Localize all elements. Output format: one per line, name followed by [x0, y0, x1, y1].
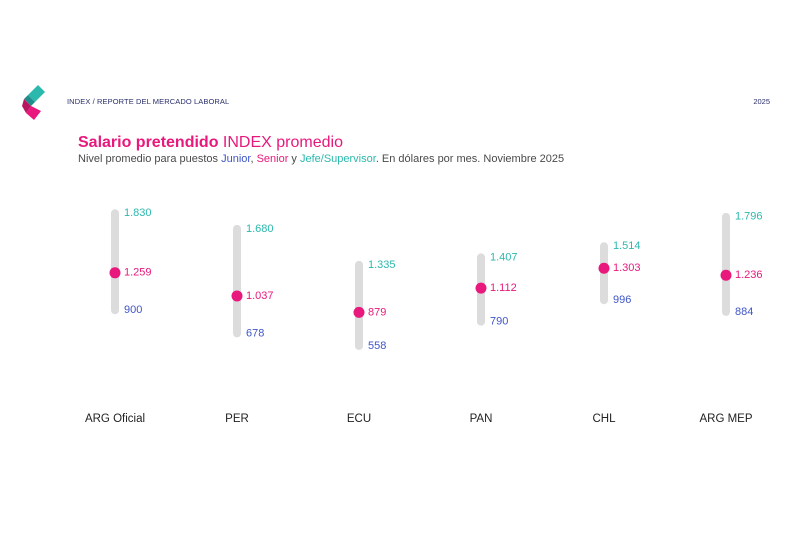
- category-label: PER: [225, 413, 249, 425]
- subtitle-prefix: Nivel promedio para puestos: [78, 153, 222, 165]
- senior-value-label: 1.112: [490, 282, 517, 294]
- subtitle-junior: Junior: [221, 153, 251, 165]
- subtitle-sep1: ,: [250, 153, 257, 165]
- junior-value-label: 678: [246, 327, 264, 339]
- senior-value-label: 1.037: [246, 290, 274, 302]
- senior-value-label: 879: [368, 306, 386, 318]
- junior-value-label: 996: [613, 294, 631, 306]
- junior-value-label: 884: [735, 306, 753, 318]
- report-header: INDEX / REPORTE DEL MERCADO LABORAL: [67, 97, 230, 106]
- junior-value-label: 900: [124, 304, 142, 316]
- senior-dot: [475, 282, 487, 294]
- subtitle-senior: Senior: [256, 153, 289, 165]
- report-year: 2025: [753, 97, 770, 106]
- senior-dot: [598, 262, 610, 274]
- senior-value-label: 1.259: [124, 267, 152, 279]
- jefe-value-label: 1.514: [613, 240, 641, 252]
- jefe-value-label: 1.335: [368, 259, 396, 271]
- jefe-value-label: 1.407: [490, 251, 518, 263]
- senior-dot: [109, 267, 121, 279]
- subtitle-sep2: y: [288, 153, 300, 165]
- junior-value-label: 558: [368, 340, 386, 352]
- senior-dot: [353, 306, 365, 318]
- title-bold: Salario pretendido: [78, 134, 219, 151]
- senior-value-label: 1.236: [735, 269, 763, 281]
- chart-title: Salario pretendido INDEX promedio: [78, 134, 343, 152]
- index-logo: [22, 85, 45, 120]
- category-label: PAN: [470, 413, 493, 425]
- jefe-value-label: 1.796: [735, 211, 763, 223]
- category-label: ARG Oficial: [85, 413, 145, 425]
- category-label: ECU: [347, 413, 371, 425]
- jefe-value-label: 1.830: [124, 207, 152, 219]
- subtitle-suffix: . En dólares por mes. Noviembre 2025: [375, 153, 565, 165]
- chart-subtitle: Nivel promedio para puestos Junior, Seni…: [78, 153, 564, 165]
- jefe-value-label: 1.680: [246, 223, 274, 235]
- subtitle-jefe: Jefe/Supervisor: [299, 153, 376, 165]
- category-label: CHL: [592, 413, 616, 425]
- title-rest: INDEX promedio: [218, 134, 343, 151]
- senior-dot: [720, 269, 732, 281]
- senior-value-label: 1.303: [613, 262, 641, 274]
- senior-dot: [231, 290, 243, 302]
- category-label: ARG MEP: [699, 413, 752, 425]
- junior-value-label: 790: [490, 316, 508, 328]
